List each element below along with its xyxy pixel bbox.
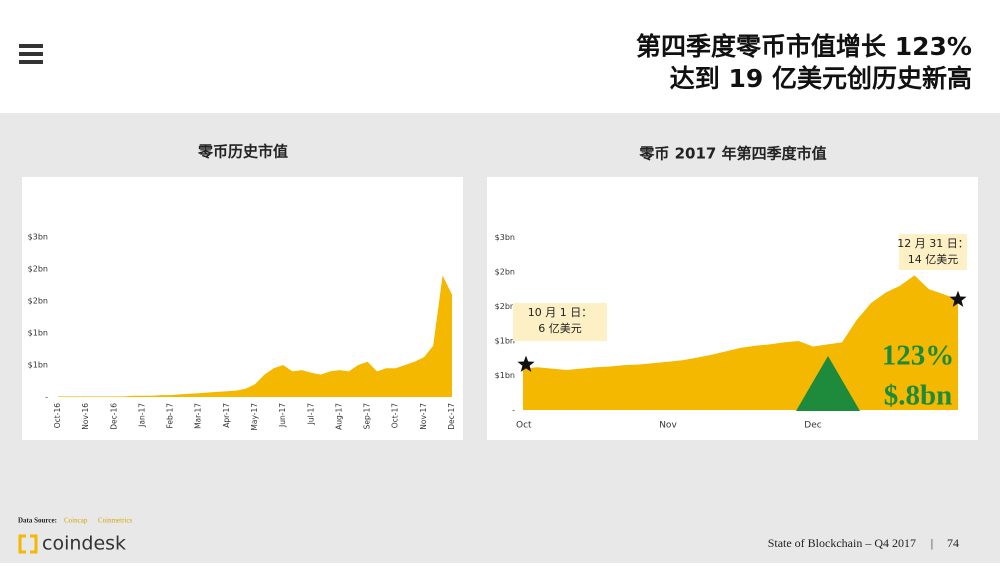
x-tick-label: Jun-17 (278, 403, 287, 428)
chart-title: 零币历史市值 (197, 143, 288, 161)
chart: - $1bn $1bn $2bn $2bn $3bn Oct Nov Dec 10 月 1 日： 6… (495, 233, 969, 431)
source-label: Data Source: (18, 517, 57, 525)
slide-title: 第四季度零币市值增长 123% (636, 32, 972, 61)
x-tick-label: Jan-17 (137, 403, 146, 428)
annotation-text: 6 亿美元 (538, 322, 582, 335)
menu-line (19, 52, 43, 56)
menu-icon[interactable] (19, 44, 43, 64)
y-tick-label: $2bn (495, 268, 515, 277)
x-tick-label: Dec-16 (109, 403, 118, 430)
x-tick-label: Jul-17 (306, 403, 315, 426)
y-tick-label: - (45, 393, 48, 402)
y-tick-label: $1bn (28, 361, 48, 370)
growth-label: 123% (882, 340, 955, 372)
growth-triangle (796, 356, 860, 411)
chart-title: 零币 2017 年第四季度市值 (638, 145, 826, 163)
logo-bracket (18, 534, 38, 554)
x-tick-label: Mar-17 (194, 403, 203, 429)
annotation-box (513, 303, 607, 341)
y-tick-label: - (512, 406, 515, 415)
separator: | (931, 536, 933, 550)
brand-name: coindesk (42, 533, 126, 555)
menu-line (19, 60, 43, 64)
x-tick-label: Oct-16 (53, 403, 62, 428)
x-tick-label: Feb-17 (166, 403, 175, 429)
x-tick-label: Aug-17 (334, 403, 343, 430)
slide-title: 达到 19 亿美元创历史新高 (670, 64, 972, 93)
y-tick-label: $3bn (28, 233, 48, 242)
y-tick-label: $1bn (28, 329, 48, 338)
y-tick-label: $1bn (495, 371, 515, 380)
chart-panel (22, 177, 463, 440)
growth-label: $.8bn (884, 380, 953, 412)
y-tick-label: $1bn (495, 337, 515, 346)
area (523, 275, 958, 410)
chart: - $1bn $1bn $2bn $2bn $3bn Oct-16 Nov-16 Dec-16 J… (28, 233, 456, 431)
header-bar (0, 0, 1000, 113)
annotation-box (899, 234, 967, 270)
x-tick-label: Dec (804, 421, 821, 431)
y-tick-label: $2bn (28, 265, 48, 274)
area (58, 275, 452, 397)
x-tick-label: Nov-16 (81, 403, 90, 430)
x-tick-label: Nov-17 (419, 403, 428, 430)
y-tick-label: $3bn (495, 233, 515, 242)
star-marker (517, 355, 535, 372)
x-tick-label: Apr-17 (222, 403, 231, 428)
annotation-text: 14 亿美元 (908, 253, 959, 266)
x-tick-label: Nov (659, 421, 677, 431)
annotation-text: 12 月 31 日： (897, 237, 968, 250)
y-tick-label: $2bn (495, 302, 515, 311)
source-link[interactable]: Coincap (64, 517, 88, 525)
menu-line (19, 44, 43, 48)
star-marker (949, 290, 967, 307)
x-tick-label: Sep-17 (363, 403, 372, 430)
x-tick-label: Oct (516, 421, 532, 431)
annotation-text: 10 月 1 日： (528, 306, 593, 319)
source-link[interactable]: Coinmetrics (98, 517, 132, 525)
report-name: State of Blockchain – Q4 2017 (768, 536, 916, 550)
x-tick-label: Oct-17 (391, 403, 400, 428)
x-tick-label: Dec-17 (447, 403, 456, 430)
x-tick-label: May-17 (250, 403, 259, 431)
page-number: 74 (947, 536, 959, 550)
brand-logo (18, 534, 38, 554)
y-tick-label: $2bn (28, 297, 48, 306)
